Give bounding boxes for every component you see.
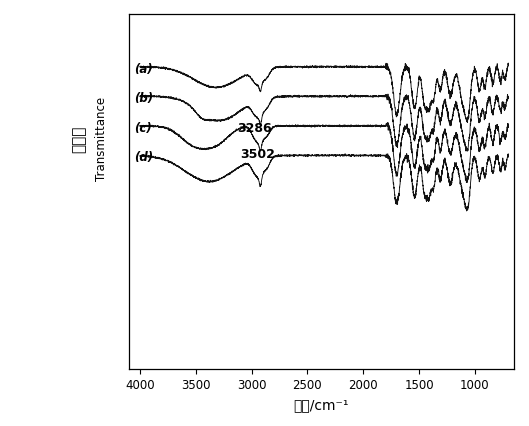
Text: (c): (c) [134,121,152,134]
Text: 3502: 3502 [240,147,275,161]
X-axis label: 波数/cm⁻¹: 波数/cm⁻¹ [294,397,349,411]
Text: 率光透: 率光透 [71,125,86,153]
Text: (b): (b) [134,92,153,105]
Text: (a): (a) [134,63,153,75]
Text: Transmittance: Transmittance [95,97,108,181]
Text: 3286: 3286 [237,121,272,135]
Text: (d): (d) [134,151,153,164]
